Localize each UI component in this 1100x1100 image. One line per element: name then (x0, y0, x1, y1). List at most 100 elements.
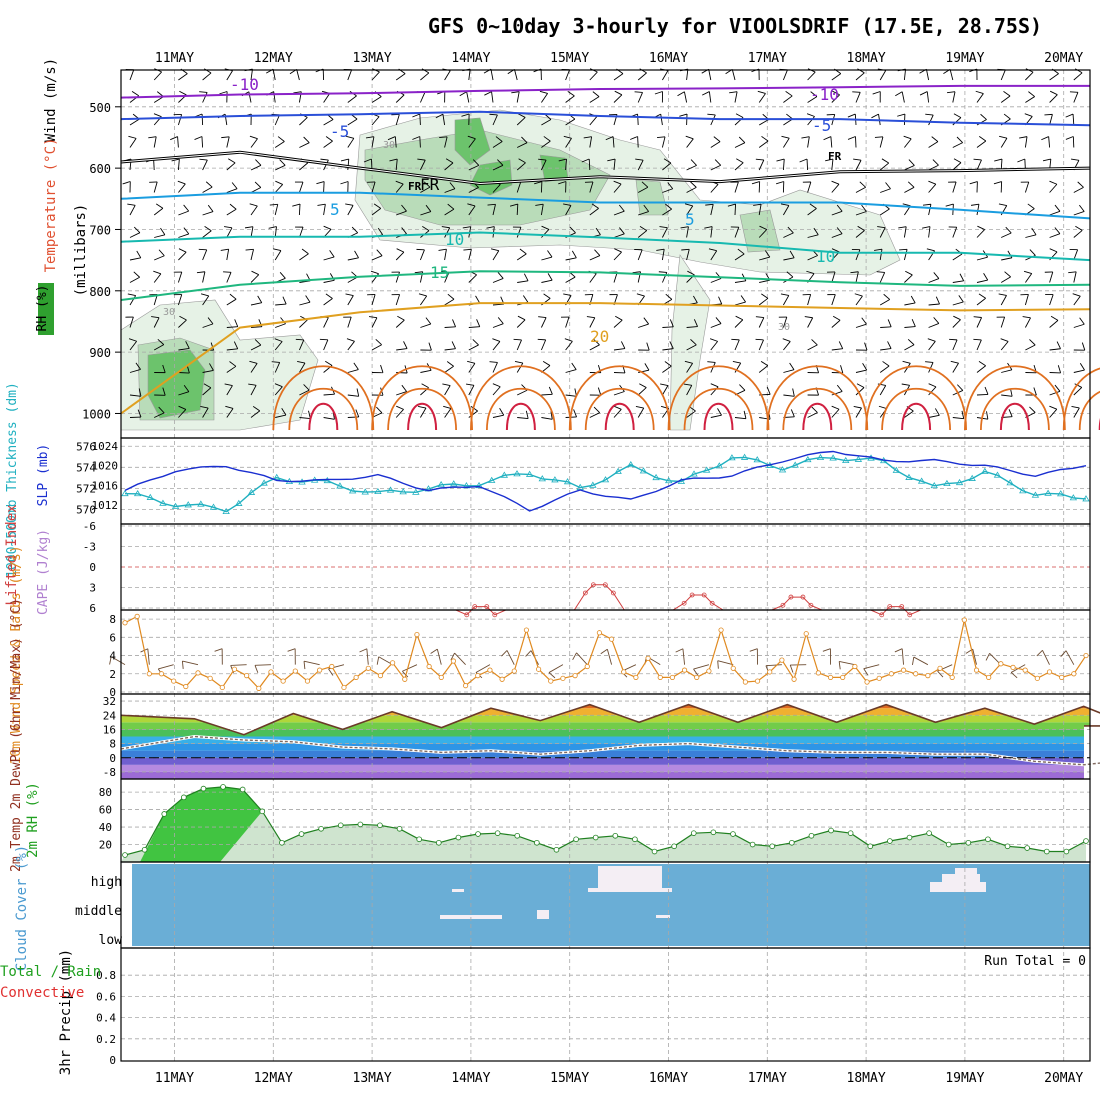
barb-flag (933, 317, 940, 324)
barb-shaft (153, 181, 158, 193)
y-tick-label: 32 (103, 695, 116, 708)
barb-shaft (226, 365, 237, 373)
wind-barb (707, 361, 716, 373)
barb-shaft (154, 234, 165, 238)
data-marker (827, 674, 834, 681)
wind-barb (565, 362, 577, 373)
barb-flag (183, 384, 190, 392)
barb-shaft (419, 249, 425, 261)
barb-shaft (371, 181, 376, 193)
data-marker (925, 672, 931, 679)
data-marker (601, 476, 610, 483)
barb-flag (443, 405, 452, 409)
dewpoint-line (120, 735, 1100, 766)
barb-shaft (637, 92, 643, 103)
barb-shaft (468, 205, 476, 216)
y-tick-label: high (91, 875, 122, 890)
barb-flag (956, 384, 964, 391)
barb-flag (271, 361, 280, 363)
data-marker (955, 478, 964, 486)
barb-shaft (492, 164, 504, 171)
wind-barb (345, 203, 354, 216)
wind-barb (975, 90, 984, 103)
barb-shaft (540, 339, 547, 351)
barb-flag (135, 362, 141, 370)
data-marker (753, 456, 761, 463)
y-tick-label: 6 (109, 631, 116, 644)
barb-flag (639, 225, 647, 231)
wind-barb (806, 113, 815, 126)
data-marker (627, 460, 635, 468)
barb-flag (1031, 227, 1037, 236)
barb-flag (550, 411, 553, 420)
wind-barb (365, 136, 375, 148)
data-marker (273, 473, 281, 480)
barb-shaft (226, 408, 234, 418)
wind-barb (759, 250, 771, 261)
barb-shaft (129, 368, 141, 373)
data-marker (244, 672, 250, 679)
wind-barb (904, 181, 915, 193)
barb-flag (138, 388, 142, 397)
y-tick-label: 1016 (92, 479, 119, 492)
barb-shaft (952, 280, 964, 283)
barb-flag (127, 203, 136, 206)
barb-flag (684, 360, 693, 364)
barb-shaft (879, 272, 886, 283)
wind-barb (855, 383, 865, 396)
wind-barb (444, 158, 454, 171)
wind-barb (638, 204, 649, 216)
barb-shaft (1000, 158, 1003, 171)
axis-label-lifted-index: Lifted Index (4, 504, 20, 605)
data-marker (159, 499, 167, 506)
wind-barb (1000, 91, 1011, 103)
data-marker (965, 839, 972, 846)
wind-barb (1025, 339, 1036, 351)
barb-flag (268, 226, 277, 229)
data-marker (472, 604, 478, 610)
barb-flag (178, 405, 187, 410)
wind-barb (226, 361, 237, 373)
barb-shaft (758, 317, 765, 328)
barb-flag (928, 383, 937, 388)
wind-barb (589, 339, 600, 351)
barb-flag (935, 296, 940, 305)
barb-shaft (1024, 181, 1030, 193)
barb-shaft (226, 298, 237, 306)
barb-flag (736, 158, 744, 164)
wind-barb (605, 136, 615, 148)
data-marker (930, 481, 938, 489)
barb-flag (831, 248, 840, 253)
wind-barb (757, 90, 766, 103)
barb-flag (501, 650, 508, 657)
barb-flag (446, 361, 454, 367)
barb-flag (1023, 270, 1032, 274)
barb-flag (620, 341, 626, 349)
data-marker (475, 831, 481, 837)
barb-shaft (516, 253, 527, 261)
barb-shaft (565, 316, 570, 328)
wind-barb (607, 158, 616, 171)
wind-barb (1019, 136, 1028, 148)
run-total-annotation: Run Total = 0 (984, 954, 1086, 969)
barb-flag (786, 271, 794, 278)
barb-shaft (1073, 407, 1080, 418)
y-tick-label: 600 (89, 162, 111, 176)
barb-flag (395, 180, 404, 185)
data-marker (1006, 479, 1014, 486)
barb-shaft (323, 298, 333, 306)
data-marker (158, 671, 165, 677)
data-marker (146, 671, 152, 677)
barb-shaft (734, 162, 744, 171)
barb-shaft (904, 274, 913, 283)
wind-barb (396, 384, 408, 396)
barb-flag (679, 113, 688, 117)
barb-shaft (444, 162, 454, 171)
barb-flag (690, 339, 697, 346)
wind-barb (153, 203, 164, 216)
wind-barb (831, 204, 843, 216)
barb-shaft (759, 256, 770, 261)
barb-shaft (178, 391, 190, 396)
barb-flag (984, 386, 989, 395)
barb-shaft (976, 159, 982, 171)
